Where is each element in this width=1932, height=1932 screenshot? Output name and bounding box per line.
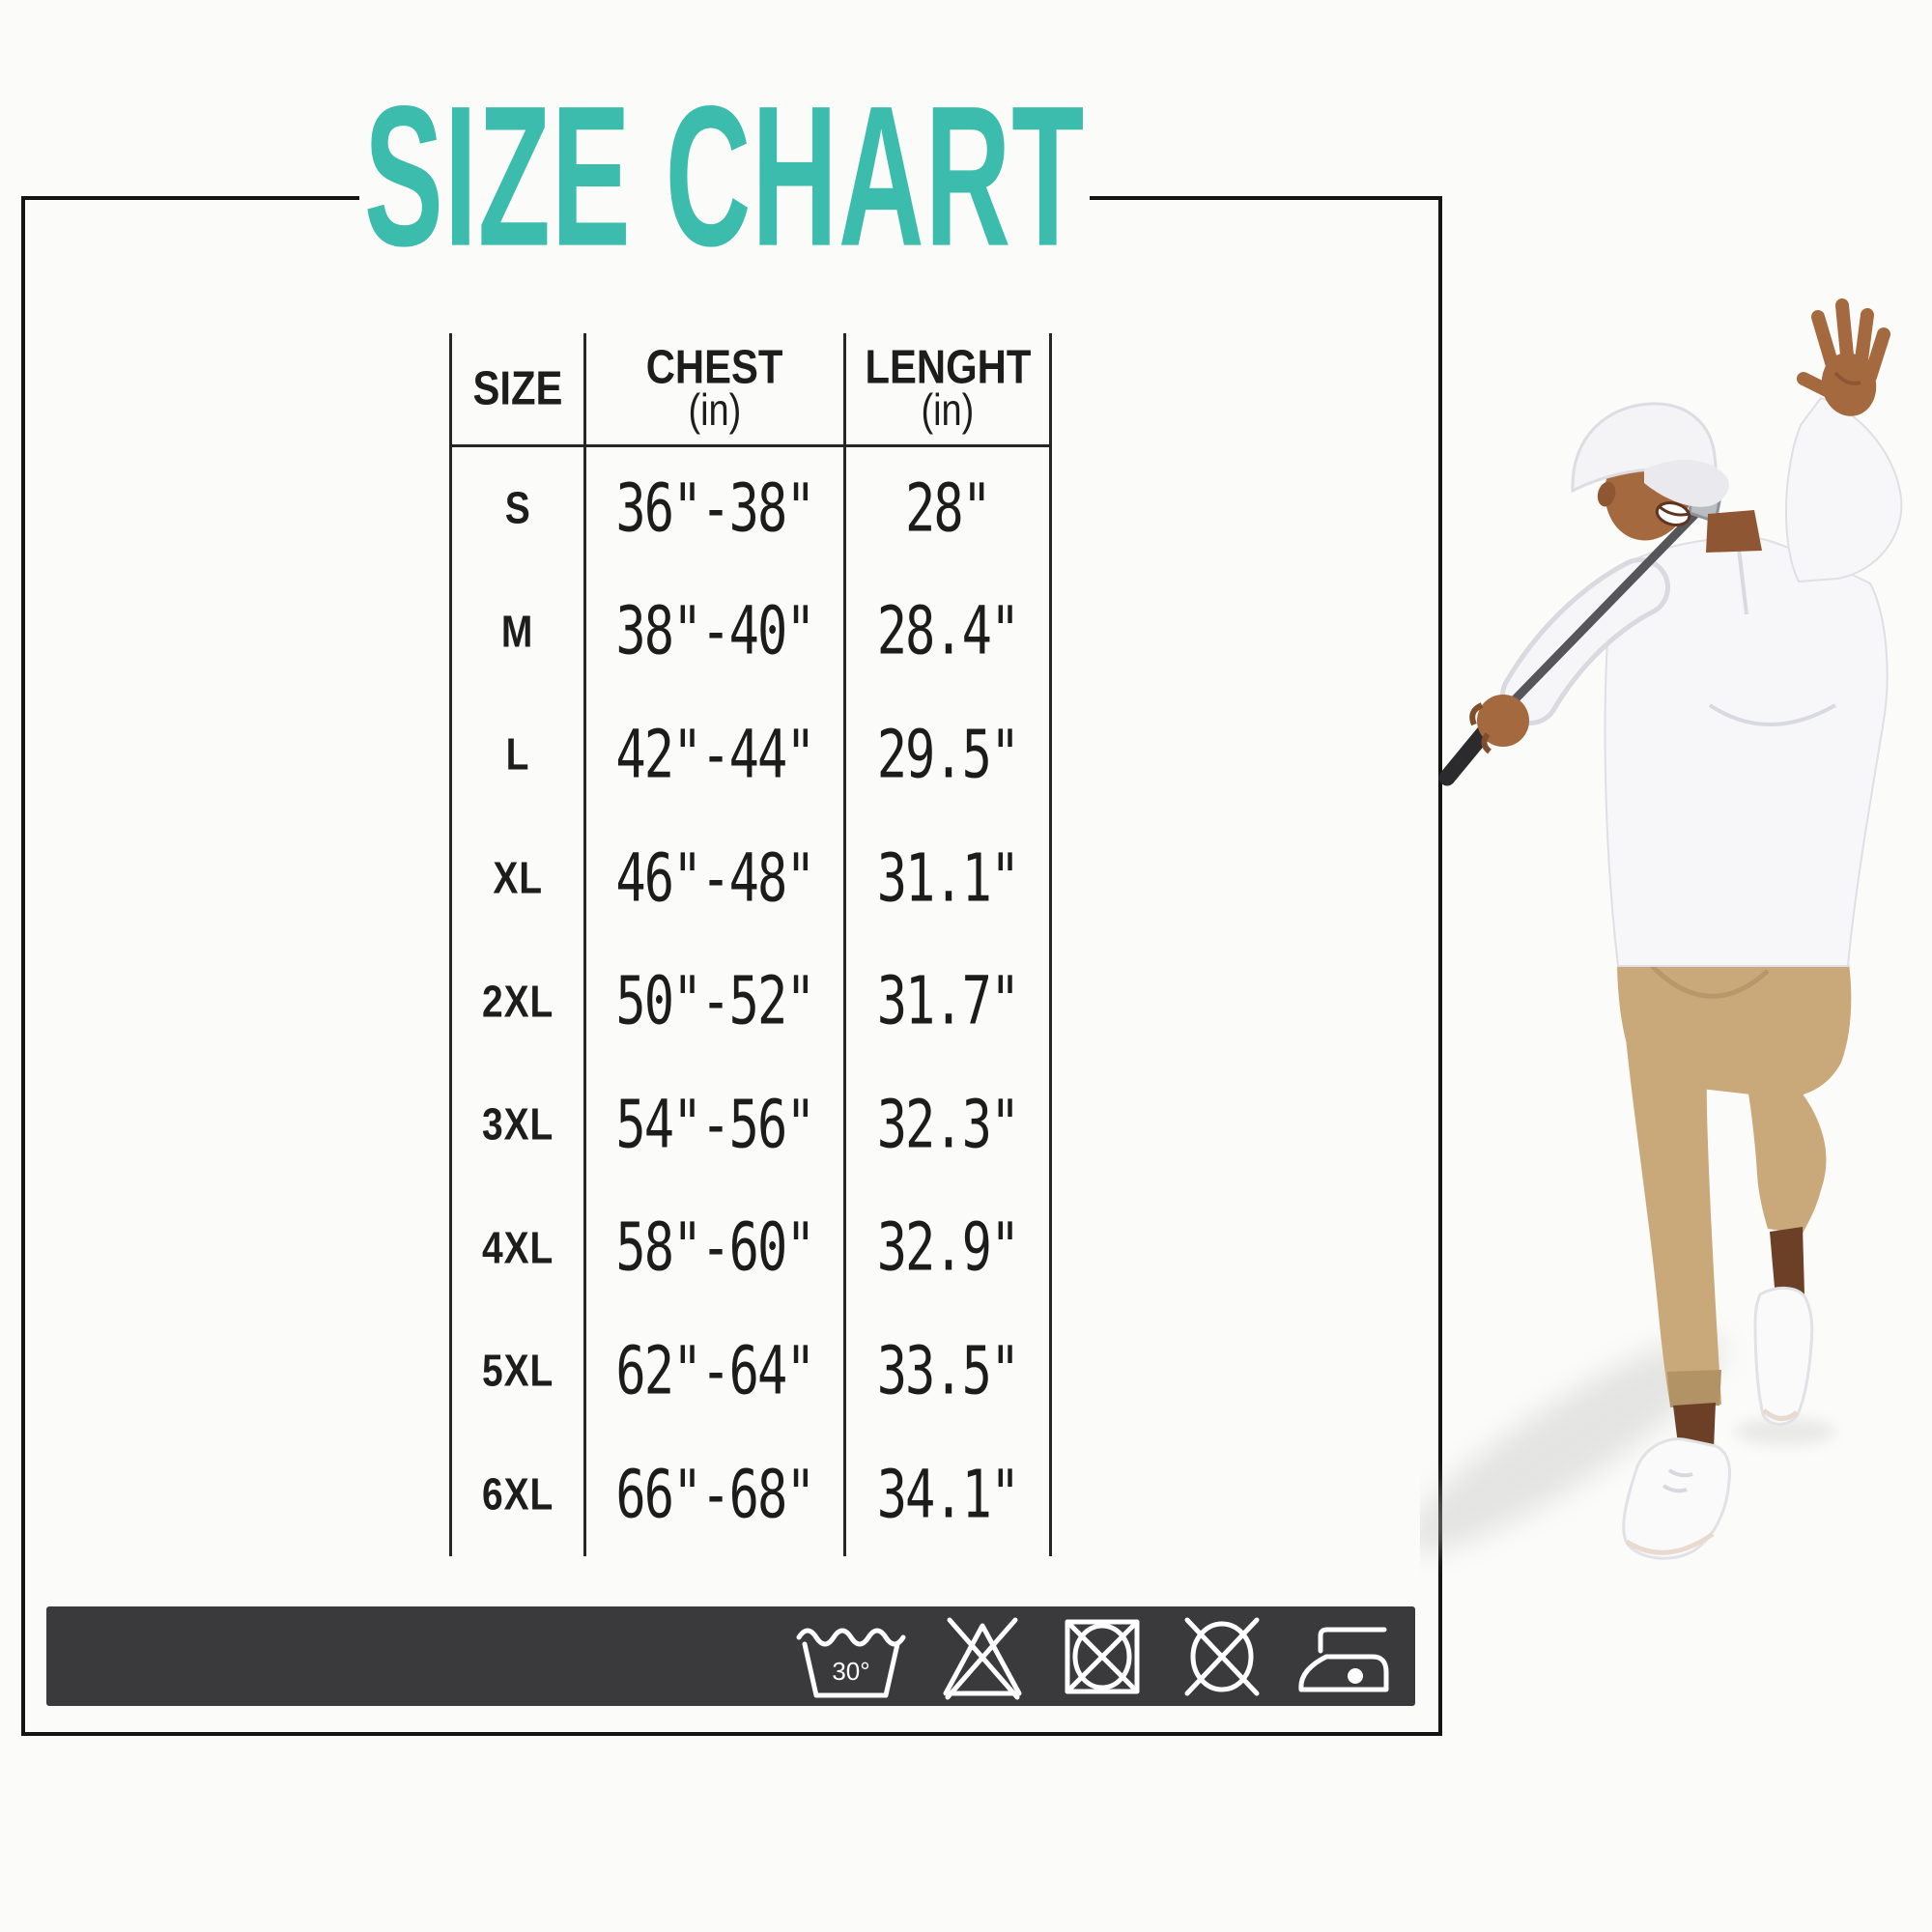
- col-header-chest: CHEST (in): [586, 333, 846, 447]
- chest-value: 62"-64": [615, 1333, 815, 1410]
- size-cell: S: [452, 447, 586, 571]
- do-not-dry-clean-icon: [1184, 1617, 1260, 1695]
- length-value: 33.5": [876, 1333, 1021, 1410]
- care-instructions-bar: 30°: [46, 1606, 1415, 1706]
- back-shoe-sole: [1762, 1408, 1799, 1421]
- size-table: SIZE CHEST (in) LENGHT (in) S 36"-38" 28…: [449, 333, 1052, 1557]
- shirt-torso: [1604, 536, 1889, 967]
- size-value: 6XL: [481, 1469, 554, 1520]
- front-shoe: [1622, 1437, 1731, 1560]
- col-header-chest-label: CHEST: [646, 340, 783, 394]
- floor-shadow-small: [1735, 1418, 1835, 1445]
- size-cell: L: [452, 694, 586, 817]
- length-value: 32.9": [876, 1209, 1021, 1287]
- size-value: 5XL: [481, 1346, 554, 1397]
- floor-shadow: [1405, 1336, 1725, 1552]
- col-header-chest-unit: (in): [688, 386, 742, 436]
- raised-arm-sleeve: [1785, 396, 1903, 583]
- grip-hand: [1477, 695, 1529, 747]
- col-header-length-unit: (in): [921, 386, 975, 436]
- col-header-length: LENGHT (in): [846, 333, 1049, 447]
- chest-cell: 54"-56": [586, 1063, 846, 1187]
- chest-value: 42"-44": [615, 717, 815, 794]
- chest-cell: 42"-44": [586, 694, 846, 817]
- size-cell: 4XL: [452, 1186, 586, 1311]
- do-not-tumble-dry-icon: [1065, 1619, 1140, 1693]
- length-value: 34.1": [876, 1456, 1021, 1534]
- length-value: 29.5": [876, 717, 1021, 794]
- golfer-photo: [1405, 290, 1932, 1575]
- length-cell: 28": [846, 447, 1049, 571]
- length-cell: 34.1": [846, 1434, 1049, 1557]
- grip-hand-fingers: [1469, 702, 1492, 754]
- chest-cell: 46"-48": [586, 816, 846, 941]
- size-value: 4XL: [481, 1223, 554, 1273]
- front-cuff: [1667, 1370, 1721, 1407]
- wash-temp-label: 30°: [832, 1657, 869, 1686]
- size-value: XL: [493, 853, 543, 903]
- chest-value: 54"-56": [615, 1087, 815, 1164]
- length-cell: 32.9": [846, 1187, 1049, 1311]
- chest-value: 36"-38": [615, 470, 815, 548]
- size-value: 3XL: [481, 1099, 554, 1150]
- page-title: SIZE CHART: [363, 63, 1086, 288]
- chest-cell: 50"-52": [586, 940, 846, 1064]
- chest-value: 50"-52": [615, 963, 815, 1040]
- shirt-folds: [1708, 548, 1836, 726]
- length-value: 31.7": [876, 963, 1021, 1040]
- size-cell: 2XL: [452, 940, 586, 1064]
- chest-cell: 66"-68": [586, 1433, 846, 1557]
- chest-cell: 62"-64": [586, 1310, 846, 1434]
- iron-with-dot-icon: [1298, 1627, 1389, 1691]
- chest-cell: 36"-38": [586, 447, 846, 571]
- size-value: M: [501, 607, 534, 657]
- length-cell: 31.1": [846, 817, 1049, 941]
- length-cell: 29.5": [846, 694, 1049, 817]
- size-cell: M: [452, 570, 586, 695]
- smile: [1655, 501, 1691, 526]
- size-value: L: [505, 729, 530, 781]
- hips: [1617, 956, 1852, 1098]
- length-value: 32.3": [876, 1087, 1021, 1164]
- col-header-size-label: SIZE: [472, 361, 563, 415]
- cap-brim: [1644, 459, 1729, 507]
- chest-cell: 58"-60": [586, 1186, 846, 1311]
- title-banner: SIZE CHART: [359, 63, 1090, 287]
- col-header-length-label: LENGHT: [865, 340, 1031, 394]
- neck: [1706, 510, 1762, 553]
- size-value: S: [504, 483, 531, 533]
- size-cell: 5XL: [452, 1310, 586, 1434]
- golfer-illustration: [1405, 298, 1903, 1560]
- back-ankle: [1770, 1227, 1804, 1298]
- length-cell: 28.4": [846, 571, 1049, 695]
- palm-line: [1833, 371, 1861, 385]
- length-value: 31.1": [876, 839, 1021, 918]
- length-value: 28": [905, 470, 992, 548]
- front-shoe-laces: [1662, 1468, 1693, 1493]
- do-not-bleach-icon: [943, 1617, 1022, 1699]
- length-cell: 31.7": [846, 940, 1049, 1064]
- length-cell: 33.5": [846, 1310, 1049, 1434]
- size-cell: XL: [452, 816, 586, 941]
- chest-value: 46"-48": [615, 839, 815, 918]
- chest-value: 38"-40": [615, 593, 815, 670]
- length-cell: 32.3": [846, 1064, 1049, 1187]
- size-value: 2XL: [481, 976, 554, 1027]
- back-shoe: [1753, 1287, 1814, 1426]
- size-cell: 6XL: [452, 1433, 586, 1557]
- front-shoe-sole: [1625, 1531, 1715, 1555]
- col-header-size: SIZE: [452, 333, 586, 447]
- chest-value: 66"-68": [615, 1456, 815, 1534]
- length-value: 28.4": [876, 593, 1021, 670]
- chest-cell: 38"-40": [586, 570, 846, 695]
- pants-crease: [1650, 964, 1770, 999]
- chest-value: 58"-60": [615, 1209, 815, 1287]
- machine-wash-30-icon: 30°: [796, 1628, 906, 1697]
- front-leg: [1623, 1009, 1721, 1405]
- size-cell: 3XL: [452, 1063, 586, 1187]
